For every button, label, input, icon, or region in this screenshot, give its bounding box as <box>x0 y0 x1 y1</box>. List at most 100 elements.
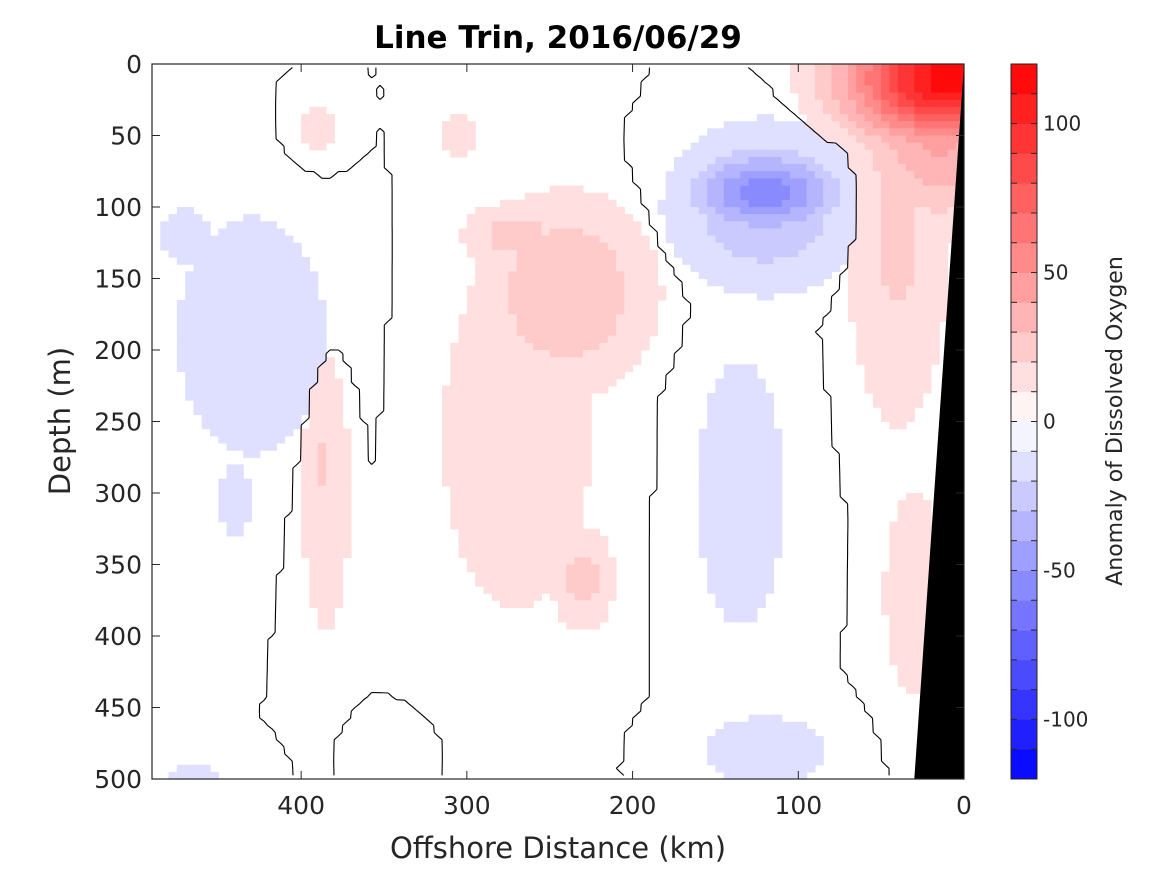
heatmap-cell <box>500 342 509 351</box>
heatmap-cell <box>599 600 609 608</box>
heatmap-cell <box>309 114 319 122</box>
heatmap-cell <box>458 414 468 423</box>
heatmap-cell <box>839 249 849 258</box>
y-tick-label: 200 <box>94 336 142 365</box>
heatmap-cell <box>466 292 476 301</box>
heatmap-cell <box>442 121 451 129</box>
heatmap-cell <box>856 85 866 94</box>
heatmap-cell <box>558 485 567 494</box>
colorbar-swatch <box>1011 272 1037 303</box>
heatmap-cell <box>864 149 874 158</box>
heatmap-cell <box>856 342 866 351</box>
heatmap-cell <box>533 543 543 551</box>
heatmap-cell <box>707 171 717 179</box>
heatmap-cell <box>210 328 219 337</box>
heatmap-cell <box>574 199 584 208</box>
heatmap-cell <box>889 114 899 122</box>
heatmap-cell <box>773 128 783 137</box>
heatmap-cell <box>674 171 683 179</box>
heatmap-cell <box>450 500 460 508</box>
heatmap-cell <box>616 249 625 258</box>
heatmap-cell <box>292 257 302 265</box>
heatmap-cell <box>301 550 311 558</box>
heatmap-cell <box>234 421 244 430</box>
heatmap-cell <box>524 500 534 508</box>
heatmap-cell <box>450 493 460 501</box>
heatmap-cell <box>616 278 625 287</box>
heatmap-cell <box>558 514 567 523</box>
heatmap-cell <box>698 500 708 508</box>
heatmap-cell <box>574 407 584 415</box>
heatmap-cell <box>814 114 824 122</box>
heatmap-cell <box>872 171 882 179</box>
heatmap-cell <box>442 478 451 487</box>
heatmap-cell <box>549 271 559 280</box>
heatmap-cell <box>748 364 758 373</box>
heatmap-cell <box>508 271 518 280</box>
heatmap-cell <box>930 207 940 215</box>
heatmap-cell <box>516 564 526 573</box>
heatmap-cell <box>541 214 551 222</box>
heatmap-cell <box>798 178 808 187</box>
heatmap-cell <box>475 400 485 408</box>
heatmap-cell <box>500 207 509 215</box>
heatmap-cell <box>259 400 269 408</box>
heatmap-cell <box>823 164 833 172</box>
heatmap-cell <box>930 264 940 272</box>
heatmap-cell <box>558 564 567 573</box>
heatmap-cell <box>524 364 534 373</box>
heatmap-cell <box>533 207 543 215</box>
heatmap-cell <box>292 242 302 251</box>
heatmap-cell <box>491 278 501 287</box>
heatmap-cell <box>334 464 344 473</box>
heatmap-cell <box>558 228 567 237</box>
heatmap-cell <box>897 535 907 544</box>
heatmap-cell <box>582 607 592 616</box>
heatmap-cell <box>657 199 667 208</box>
heatmap-cell <box>781 128 791 137</box>
heatmap-cell <box>939 156 949 165</box>
heatmap-cell <box>450 428 460 437</box>
heatmap-cell <box>483 307 493 315</box>
heatmap-cell <box>475 242 485 251</box>
heatmap-cell <box>806 249 816 258</box>
heatmap-cell <box>889 128 899 137</box>
heatmap-cell <box>251 421 261 430</box>
heatmap-cell <box>458 450 468 458</box>
heatmap-cell <box>483 342 493 351</box>
heatmap-cell <box>508 421 518 430</box>
heatmap-cell <box>500 578 509 587</box>
heatmap-cell <box>301 307 311 315</box>
heatmap-cell <box>723 764 733 773</box>
heatmap-cell <box>475 514 485 523</box>
heatmap-cell <box>309 364 319 373</box>
heatmap-cell <box>897 543 907 551</box>
heatmap-cell <box>234 285 244 294</box>
heatmap-cell <box>226 528 236 537</box>
heatmap-cell <box>740 271 750 280</box>
heatmap-cell <box>582 364 592 373</box>
heatmap-cell <box>524 507 534 516</box>
heatmap-cell <box>848 249 857 258</box>
heatmap-cell <box>930 292 940 301</box>
heatmap-cell <box>326 585 335 594</box>
heatmap-cell <box>740 750 750 759</box>
heatmap-cell <box>508 471 518 480</box>
heatmap-cell <box>649 314 659 322</box>
heatmap-cell <box>707 550 717 558</box>
heatmap-cell <box>732 378 741 387</box>
heatmap-cell <box>516 350 526 358</box>
heatmap-cell <box>301 357 311 365</box>
heatmap-cell <box>533 249 543 258</box>
heatmap-cell <box>955 78 964 87</box>
heatmap-cell <box>773 264 783 272</box>
heatmap-cell <box>707 149 717 158</box>
heatmap-cell <box>756 214 766 222</box>
heatmap-cell <box>284 242 294 251</box>
heatmap-cell <box>872 242 882 251</box>
heatmap-cell <box>566 493 576 501</box>
heatmap-cell <box>599 578 609 587</box>
heatmap-cell <box>897 664 907 673</box>
heatmap-cell <box>839 114 849 122</box>
heatmap-cell <box>475 364 485 373</box>
